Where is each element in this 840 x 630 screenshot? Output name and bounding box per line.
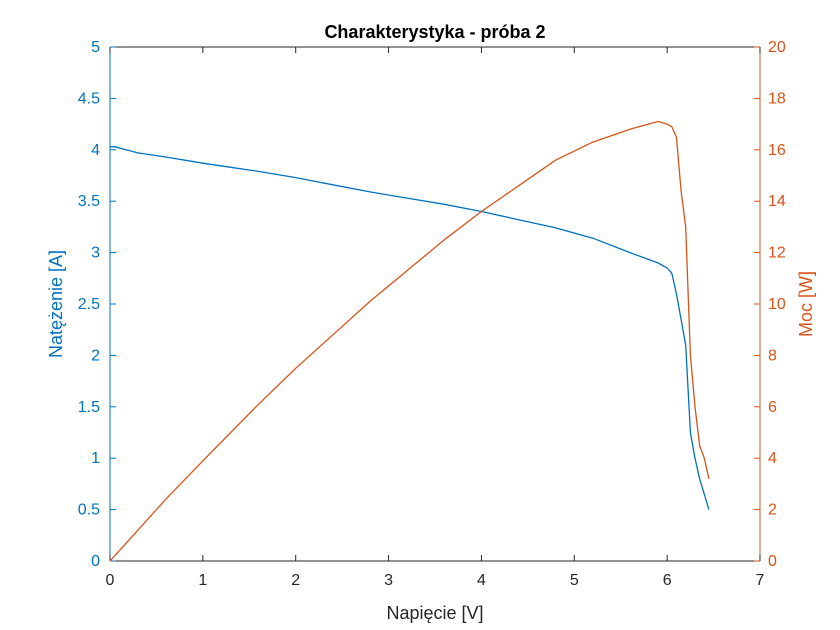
tick-label-left: 5	[91, 39, 100, 56]
tick-label-left: 1.5	[78, 399, 100, 416]
tick-label-right: 18	[768, 90, 786, 107]
chart-title: Charakterystyka - próba 2	[324, 22, 545, 42]
plot-area	[110, 47, 760, 561]
tick-label-right: 10	[768, 296, 786, 313]
tick-label-right: 20	[768, 39, 786, 56]
tick-label-right: 8	[768, 347, 777, 364]
tick-label-left: 3	[91, 245, 100, 262]
tick-label-left: 4	[91, 142, 100, 159]
series-line-current	[110, 146, 710, 510]
tick-label-left: 2.5	[78, 296, 100, 313]
tick-label-bottom: 2	[291, 572, 300, 589]
tick-label-right: 4	[768, 450, 777, 467]
tick-label-right: 14	[768, 193, 786, 210]
tick-label-left: 0	[91, 553, 100, 570]
tick-label-bottom: 1	[198, 572, 207, 589]
tick-label-left: 1	[91, 450, 100, 467]
left-ticks: 0 0.5 1 1.5 2 2.5 3 3.5 4 4.5 5	[78, 39, 116, 570]
x-axis-label: Napięcie [V]	[386, 603, 483, 623]
tick-label-bottom: 7	[756, 572, 765, 589]
tick-label-bottom: 0	[106, 572, 115, 589]
tick-label-left: 4.5	[78, 90, 100, 107]
tick-label-right: 16	[768, 142, 786, 159]
bottom-ticks: 0 1 2 3 4 5 6 7	[106, 47, 765, 589]
y-axis-label-left: Natężenie [A]	[46, 250, 66, 358]
tick-label-bottom: 6	[663, 572, 672, 589]
series-line-power	[109, 120, 710, 562]
tick-label-bottom: 3	[384, 572, 393, 589]
y-axis-label-right: Moc [W]	[796, 271, 816, 337]
tick-label-left: 2	[91, 347, 100, 364]
right-ticks: 0 2 4 6 8 10 12 14 16 18 20	[754, 39, 786, 570]
tick-label-right: 6	[768, 399, 777, 416]
tick-label-left: 0.5	[78, 502, 100, 519]
tick-label-right: 0	[768, 553, 777, 570]
tick-label-bottom: 5	[570, 572, 579, 589]
tick-label-bottom: 4	[477, 572, 486, 589]
tick-label-right: 12	[768, 245, 786, 262]
tick-label-right: 2	[768, 502, 777, 519]
tick-label-left: 3.5	[78, 193, 100, 210]
